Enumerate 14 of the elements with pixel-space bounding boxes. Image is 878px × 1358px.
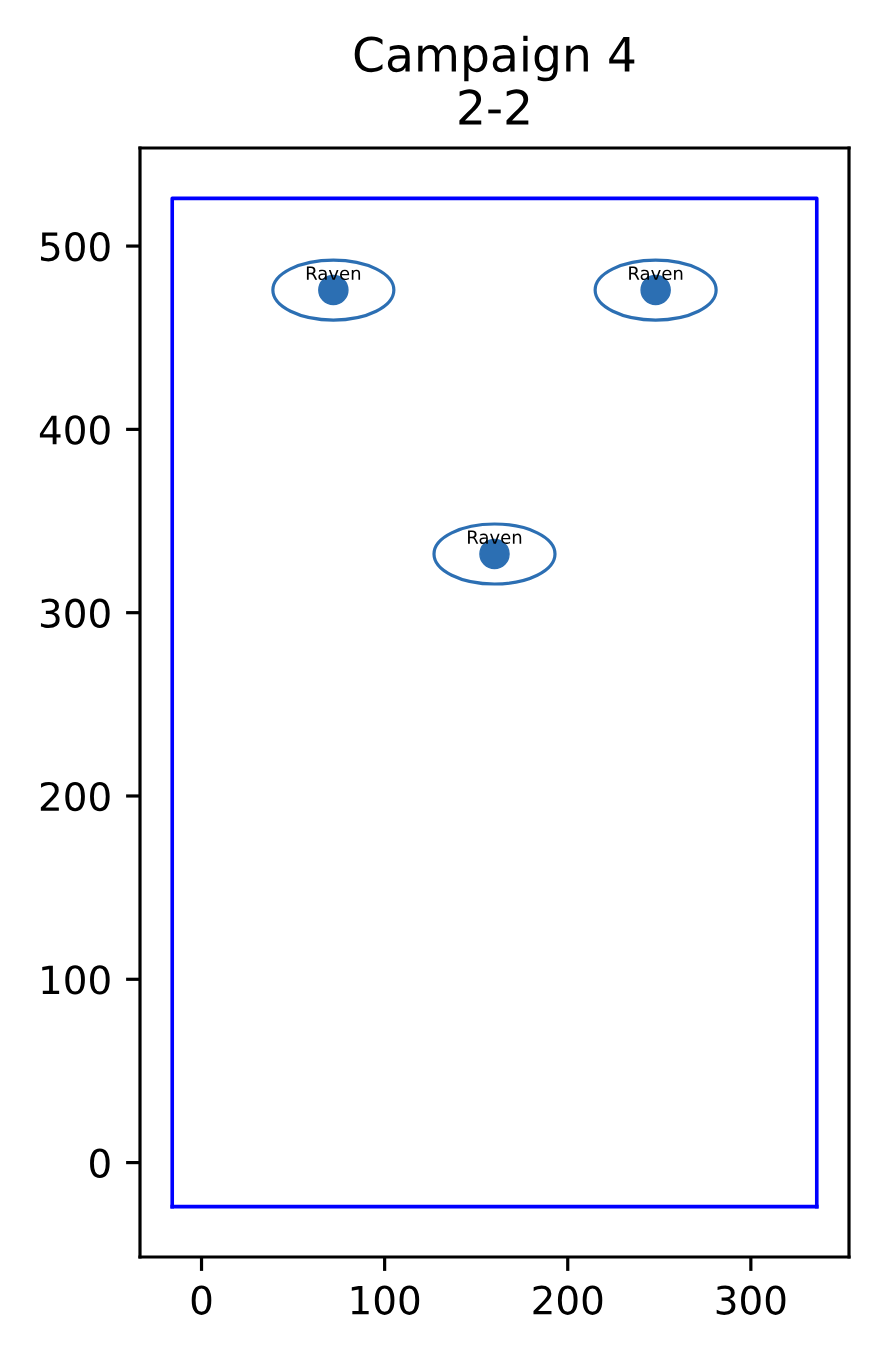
annotation: Raven [629, 266, 683, 281]
annotation: Raven [306, 266, 361, 281]
y-tick-label: 0 [90, 1148, 110, 1178]
annotation: Raven [468, 530, 522, 544]
x-tick-label: 200 [533, 1285, 603, 1315]
y-tick-label: 200 [40, 781, 110, 812]
x-tick-label: 300 [716, 1285, 786, 1315]
chart-title: Campaign 4 2-2 [354, 35, 635, 125]
y-tick-label: 300 [40, 598, 110, 629]
y-tick-label: 500 [40, 231, 110, 262]
y-tick-label: 400 [39, 415, 110, 445]
x-tick-label: 0 [191, 1285, 212, 1315]
x-tick-label: 100 [351, 1285, 420, 1315]
y-tick-label: 100 [42, 965, 110, 995]
